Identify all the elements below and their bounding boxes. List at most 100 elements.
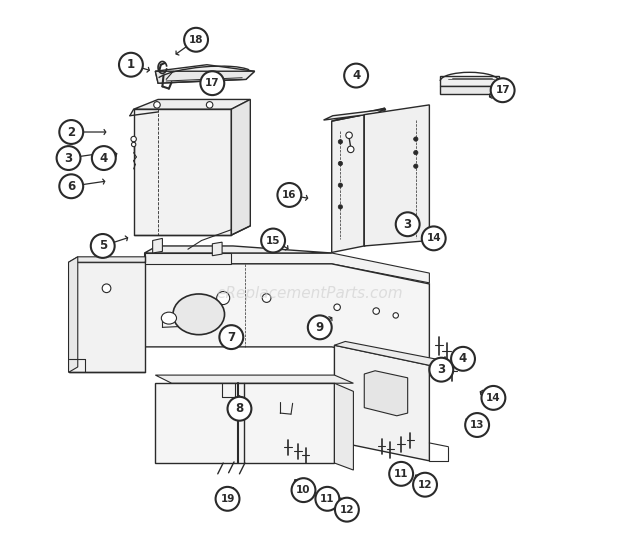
Polygon shape bbox=[156, 383, 334, 463]
Circle shape bbox=[490, 78, 515, 102]
Text: 7: 7 bbox=[228, 331, 236, 344]
Polygon shape bbox=[365, 105, 430, 246]
Circle shape bbox=[262, 294, 271, 302]
Circle shape bbox=[277, 183, 301, 207]
Circle shape bbox=[261, 228, 285, 252]
Polygon shape bbox=[144, 253, 430, 283]
Circle shape bbox=[414, 137, 418, 141]
Text: 16: 16 bbox=[282, 190, 296, 200]
Text: 4: 4 bbox=[459, 353, 467, 366]
Circle shape bbox=[344, 64, 368, 88]
Text: 13: 13 bbox=[470, 420, 484, 430]
Polygon shape bbox=[440, 86, 499, 94]
Circle shape bbox=[240, 403, 244, 407]
Circle shape bbox=[335, 498, 359, 522]
Text: 18: 18 bbox=[189, 35, 203, 45]
Circle shape bbox=[316, 487, 339, 511]
Circle shape bbox=[389, 462, 413, 486]
Circle shape bbox=[339, 140, 343, 144]
Circle shape bbox=[414, 164, 418, 168]
Text: 5: 5 bbox=[99, 239, 107, 252]
Circle shape bbox=[91, 234, 115, 258]
Polygon shape bbox=[153, 238, 162, 253]
Circle shape bbox=[131, 143, 136, 147]
Circle shape bbox=[60, 120, 83, 144]
Circle shape bbox=[465, 413, 489, 437]
Ellipse shape bbox=[161, 312, 177, 324]
Text: 2: 2 bbox=[67, 126, 75, 139]
Circle shape bbox=[219, 325, 243, 349]
Circle shape bbox=[396, 212, 420, 236]
Text: 3: 3 bbox=[437, 363, 445, 376]
Text: 11: 11 bbox=[394, 469, 409, 479]
Circle shape bbox=[102, 284, 111, 293]
Text: eReplacementParts.com: eReplacementParts.com bbox=[216, 286, 404, 301]
Text: 1: 1 bbox=[127, 58, 135, 71]
Circle shape bbox=[60, 174, 83, 198]
Polygon shape bbox=[324, 109, 386, 120]
Polygon shape bbox=[69, 257, 156, 262]
Circle shape bbox=[347, 146, 354, 153]
Circle shape bbox=[339, 162, 343, 166]
Circle shape bbox=[451, 347, 475, 371]
Polygon shape bbox=[69, 257, 78, 373]
Text: 10: 10 bbox=[296, 485, 311, 495]
Text: 3: 3 bbox=[64, 152, 73, 164]
Polygon shape bbox=[334, 342, 440, 366]
Circle shape bbox=[291, 478, 316, 502]
Polygon shape bbox=[334, 383, 353, 470]
Circle shape bbox=[206, 102, 213, 108]
Polygon shape bbox=[156, 375, 353, 383]
Circle shape bbox=[56, 146, 81, 170]
Polygon shape bbox=[365, 371, 408, 416]
Circle shape bbox=[231, 404, 235, 409]
Polygon shape bbox=[212, 242, 222, 256]
Polygon shape bbox=[440, 76, 499, 86]
Circle shape bbox=[236, 406, 241, 411]
Text: 14: 14 bbox=[427, 233, 441, 243]
Text: 9: 9 bbox=[316, 321, 324, 334]
Circle shape bbox=[308, 316, 332, 339]
Polygon shape bbox=[156, 71, 255, 83]
Polygon shape bbox=[332, 108, 385, 121]
Circle shape bbox=[482, 386, 505, 410]
Circle shape bbox=[200, 71, 224, 95]
Text: 4: 4 bbox=[352, 69, 360, 82]
Circle shape bbox=[334, 304, 340, 311]
Circle shape bbox=[422, 226, 446, 250]
Text: 3: 3 bbox=[404, 218, 412, 231]
Circle shape bbox=[373, 308, 379, 314]
Circle shape bbox=[228, 397, 251, 421]
Text: 15: 15 bbox=[266, 236, 280, 245]
Text: 8: 8 bbox=[236, 402, 244, 415]
Polygon shape bbox=[231, 100, 250, 235]
Circle shape bbox=[131, 137, 136, 142]
Polygon shape bbox=[156, 65, 255, 83]
Text: 17: 17 bbox=[205, 78, 219, 88]
Circle shape bbox=[339, 205, 343, 209]
Circle shape bbox=[236, 406, 245, 415]
Text: 6: 6 bbox=[67, 180, 76, 193]
Text: 17: 17 bbox=[495, 85, 510, 95]
Circle shape bbox=[393, 313, 399, 318]
Polygon shape bbox=[134, 100, 250, 109]
Polygon shape bbox=[332, 115, 365, 252]
Text: 19: 19 bbox=[220, 494, 235, 504]
Polygon shape bbox=[144, 253, 231, 264]
Circle shape bbox=[430, 358, 453, 381]
Text: 12: 12 bbox=[418, 480, 432, 490]
Circle shape bbox=[339, 183, 343, 187]
Text: 11: 11 bbox=[320, 494, 335, 504]
Circle shape bbox=[216, 487, 239, 511]
Circle shape bbox=[414, 151, 418, 155]
Circle shape bbox=[216, 292, 229, 305]
Polygon shape bbox=[365, 108, 385, 246]
Polygon shape bbox=[144, 246, 332, 253]
Polygon shape bbox=[69, 262, 144, 373]
Circle shape bbox=[184, 28, 208, 52]
Circle shape bbox=[236, 397, 245, 405]
Text: 4: 4 bbox=[100, 152, 108, 164]
Circle shape bbox=[154, 102, 160, 108]
Polygon shape bbox=[334, 345, 430, 461]
Circle shape bbox=[92, 146, 116, 170]
